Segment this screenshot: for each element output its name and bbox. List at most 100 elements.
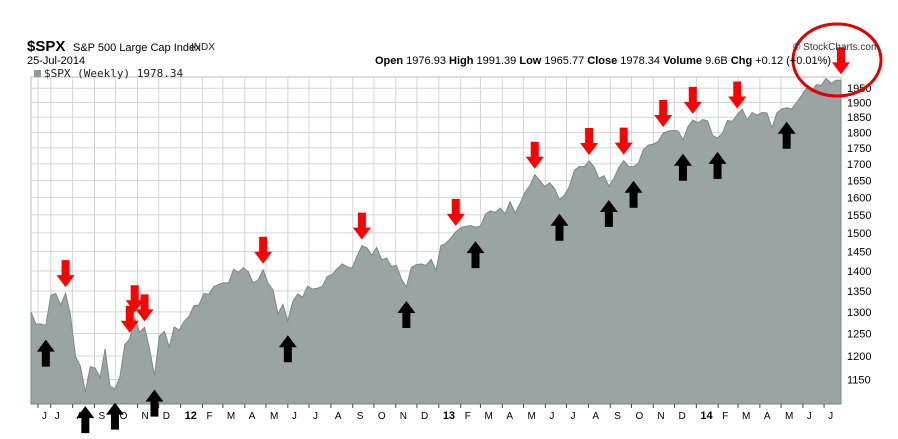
arrow-shape: [708, 151, 727, 179]
annotation-arrows: [36, 47, 850, 434]
x-tick-label: O: [635, 411, 643, 422]
x-tick-label: S: [99, 411, 106, 422]
red-down-arrow: [56, 260, 75, 288]
y-tick-label: 1350: [847, 286, 871, 298]
black-up-arrow: [624, 180, 643, 208]
red-down-arrow: [683, 86, 702, 114]
red-down-arrow: [654, 99, 673, 127]
red-down-arrow: [614, 127, 633, 155]
black-up-arrow: [397, 300, 416, 328]
series-legend: $SPX (Weekly) 1978.34: [34, 67, 183, 80]
arrow-shape: [125, 285, 144, 313]
price-stats: Open 1976.93 High 1991.39 Low 1965.77 Cl…: [375, 55, 831, 67]
low-label: Low: [519, 55, 542, 67]
x-tick-label: S: [614, 411, 621, 422]
x-tick-label: O: [120, 411, 128, 422]
arrow-shape: [673, 153, 692, 181]
y-tick-label: 1300: [847, 307, 871, 319]
x-tick-label: A: [249, 411, 256, 422]
y-tick-label: 1650: [847, 175, 871, 187]
price-area-layer: [30, 77, 842, 405]
x-tick-label: J: [828, 411, 833, 422]
x-tick-label: F: [465, 411, 471, 422]
y-axis: 1150 1200 1250 1300 1350 1400 1450 1500 1550 1600…: [847, 83, 871, 386]
black-up-arrow: [105, 402, 124, 430]
exchange: INDX: [191, 42, 215, 53]
arrow-shape: [466, 241, 485, 269]
x-tick-label: N: [400, 411, 407, 422]
x-tick-label: F: [206, 411, 212, 422]
black-up-arrow: [76, 406, 95, 434]
arrow-shape: [832, 47, 850, 75]
y-tick-label: 1600: [847, 192, 871, 204]
x-tick-label: J: [571, 411, 576, 422]
x-tick-label: 13: [443, 410, 455, 422]
arrow-shape: [120, 305, 139, 333]
arrow-shape: [614, 127, 633, 155]
x-tick-label: M: [484, 411, 492, 422]
arrow-shape: [599, 200, 618, 228]
chg-value: +0.12 (+0.01%): [755, 55, 832, 67]
black-up-arrow: [673, 153, 692, 181]
index-name: S&P 500 Large Cap Index: [73, 42, 201, 54]
red-down-arrow: [580, 127, 599, 155]
arrow-shape: [728, 81, 747, 109]
low-value: 1965.77: [544, 55, 585, 67]
legend-swatch: [34, 70, 41, 77]
arrow-shape: [56, 260, 75, 288]
volume-label: Volume: [663, 55, 703, 67]
x-tick-label: M: [227, 411, 235, 422]
x-tick-label: N: [657, 411, 664, 422]
black-up-arrow: [777, 121, 796, 149]
high-value: 1991.39: [476, 55, 517, 67]
x-tick-label: F: [722, 411, 728, 422]
red-down-arrow: [525, 141, 544, 169]
arrow-shape: [580, 127, 599, 155]
y-tick-label: 1750: [847, 143, 871, 155]
y-tick-label: 1200: [847, 351, 871, 363]
arrow-shape: [254, 236, 273, 264]
y-tick-label: 1450: [847, 247, 871, 259]
red-down-arrow: [832, 47, 850, 75]
x-tick-label: J: [313, 411, 318, 422]
arrow-shape: [76, 406, 95, 434]
symbol: $SPX: [27, 38, 66, 55]
open-value: 1976.93: [406, 55, 446, 67]
x-tick-label: A: [335, 411, 342, 422]
arrow-shape: [145, 389, 164, 417]
annotation-circle-layer: [791, 22, 883, 98]
x-tick-label: J: [549, 411, 554, 422]
x-tick-label: A: [764, 411, 771, 422]
x-axis: JJASOND12FMAMJJASOND13FMAMJJASOND14FMAMJ…: [37, 404, 833, 422]
chg-label: Chg: [730, 55, 753, 67]
red-down-arrow: [446, 198, 465, 226]
arrow-shape: [683, 86, 702, 114]
high-label: High: [449, 55, 474, 67]
highlight-circle: [791, 22, 883, 98]
red-down-arrow: [352, 212, 371, 240]
open-label: Open: [375, 55, 404, 67]
black-up-arrow: [145, 389, 164, 417]
close-value: 1978.34: [620, 55, 661, 67]
arrow-shape: [36, 339, 55, 367]
source-credit: © StockCharts.com: [793, 42, 880, 53]
x-tick-label: D: [163, 411, 170, 422]
arrow-shape: [105, 402, 124, 430]
x-tick-label: A: [506, 411, 513, 422]
x-tick-label: M: [527, 411, 535, 422]
x-tick-label: D: [421, 411, 428, 422]
y-tick-label: 1150: [847, 374, 871, 386]
red-down-arrow: [254, 236, 273, 264]
y-tick-label: 1850: [847, 112, 871, 124]
close-label: Close: [587, 55, 618, 67]
arrow-shape: [525, 141, 544, 169]
y-tick-label: 1500: [847, 228, 871, 240]
y-tick-label: 1400: [847, 266, 871, 278]
black-up-arrow: [599, 200, 618, 228]
x-tick-label: S: [357, 411, 364, 422]
x-tick-label: A: [592, 411, 599, 422]
x-tick-label: J: [807, 411, 812, 422]
black-up-arrow: [36, 339, 55, 367]
x-tick-label: J: [42, 411, 47, 422]
